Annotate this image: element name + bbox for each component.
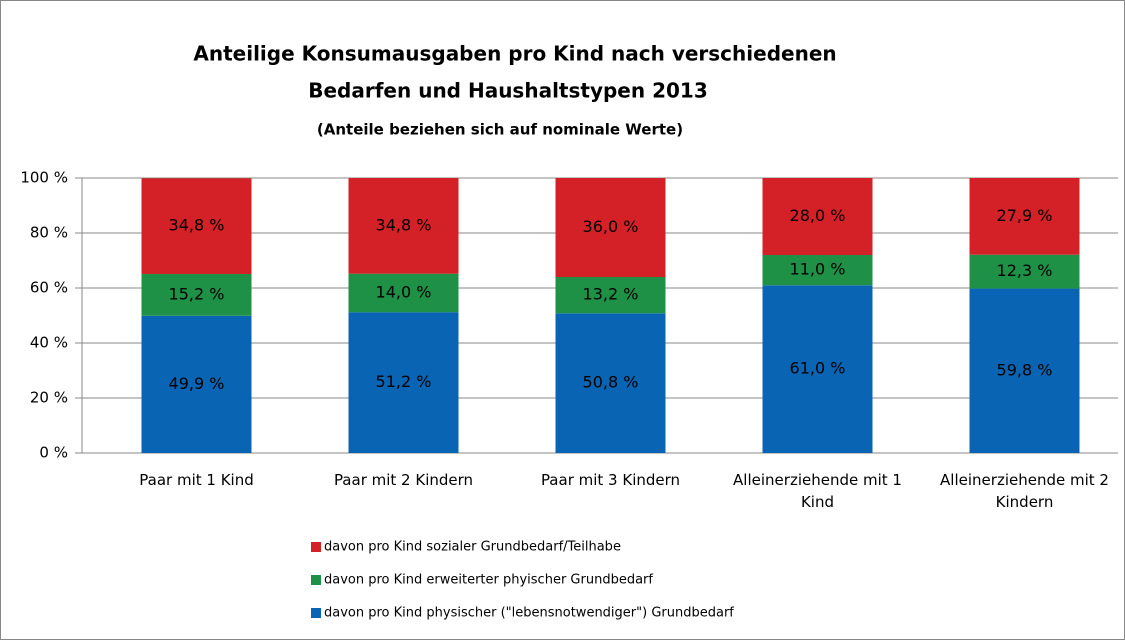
data-label: 36,0 % [583, 217, 639, 236]
bar-segment [555, 313, 666, 453]
bar-segment [141, 273, 252, 316]
data-label: 13,2 % [583, 285, 639, 304]
data-label: 14,0 % [376, 282, 432, 301]
bar-segment [762, 285, 873, 453]
y-tick-label: 20 % [30, 389, 68, 407]
bar-segment [555, 277, 666, 314]
data-label: 34,8 % [169, 216, 225, 235]
bar-segment [969, 178, 1080, 255]
bar-segment [762, 255, 873, 286]
bar-segment [969, 254, 1080, 289]
data-label: 12,3 % [997, 261, 1053, 280]
y-tick-label: 60 % [30, 279, 68, 297]
y-tick-label: 80 % [30, 224, 68, 242]
y-tick-label: 100 % [20, 169, 68, 187]
y-tick-label: 0 % [39, 444, 68, 462]
data-label: 49,9 % [169, 374, 225, 393]
data-label: 15,2 % [169, 284, 225, 303]
bar-segment [348, 273, 459, 313]
bar-segment [348, 312, 459, 453]
data-label: 61,0 % [790, 359, 846, 378]
data-label: 28,0 % [790, 206, 846, 225]
bar-segment [555, 178, 666, 277]
bar-segment [762, 178, 873, 255]
x-tick-label: Paar mit 2 Kindern [333, 471, 474, 489]
bar-segment [348, 178, 459, 274]
x-tick-label: Paar mit 1 Kind [139, 471, 254, 489]
legend-swatch [311, 608, 321, 618]
data-label: 59,8 % [997, 360, 1053, 379]
data-label: 51,2 % [376, 372, 432, 391]
bar-segment [141, 178, 252, 274]
chart-title: Anteilige Konsumausgaben pro Kind nach v… [193, 42, 836, 66]
legend-label: davon pro Kind erweiterter phyischer Gru… [324, 573, 653, 588]
chart-subtitle: (Anteile beziehen sich auf nominale Wert… [317, 121, 683, 139]
data-label: 34,8 % [376, 215, 432, 234]
y-tick-label: 40 % [30, 334, 68, 352]
bar-segment [969, 288, 1080, 453]
data-label: 27,9 % [997, 206, 1053, 225]
x-tick-label: Alleinerziehende mit 2 Kindern [940, 471, 1109, 511]
data-label: 50,8 % [583, 373, 639, 392]
legend-swatch [311, 575, 321, 585]
legend-label: davon pro Kind physischer ("lebensnotwen… [324, 606, 734, 621]
bar-segment [141, 315, 252, 453]
x-tick-label: Alleinerziehende mit 1 Kind [733, 471, 902, 511]
legend-swatch [311, 542, 321, 552]
chart-title: Bedarfen und Haushaltstypen 2013 [308, 79, 707, 103]
legend-label: davon pro Kind sozialer Grundbedarf/Teil… [324, 540, 621, 555]
x-tick-label: Paar mit 3 Kindern [540, 471, 681, 489]
data-label: 11,0 % [790, 260, 846, 279]
